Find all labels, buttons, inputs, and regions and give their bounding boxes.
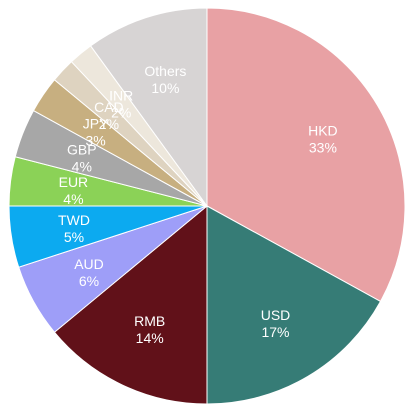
slice-value-eur: 4% [63, 191, 83, 207]
labels-layer: HKD33%USD17%RMB14%AUD6%TWD5%EUR4%GBP4%JP… [58, 63, 338, 346]
slice-label-others: Others [144, 63, 186, 79]
slice-label-twd: TWD [58, 212, 90, 228]
slice-label-eur: EUR [59, 174, 89, 190]
slice-label-rmb: RMB [134, 313, 165, 329]
slice-value-rmb: 14% [136, 330, 164, 346]
slice-value-twd: 5% [64, 229, 84, 245]
pie-slice-usd [206, 205, 382, 405]
pie-slice-hkd [206, 7, 406, 303]
slice-value-hkd: 33% [309, 140, 337, 156]
slice-label-cad: CAD [94, 99, 124, 115]
slice-value-inr: 2% [111, 104, 131, 120]
slice-label-usd: USD [261, 307, 291, 323]
slice-label-inr: INR [109, 87, 133, 103]
pie-slice-others [89, 7, 208, 208]
slice-value-others: 10% [151, 80, 179, 96]
slice-value-aud: 6% [79, 273, 99, 289]
slice-label-hkd: HKD [308, 123, 338, 139]
pie-slice-rmb [53, 204, 208, 405]
slice-label-gbp: GBP [67, 141, 97, 157]
slice-label-jpy: JPY [83, 115, 109, 131]
slices-layer [8, 7, 406, 405]
slice-value-cad: 2% [99, 116, 119, 132]
slice-label-aud: AUD [74, 256, 104, 272]
slice-value-gbp: 4% [72, 158, 92, 174]
slice-value-jpy: 3% [85, 132, 105, 148]
slice-value-usd: 17% [261, 324, 289, 340]
